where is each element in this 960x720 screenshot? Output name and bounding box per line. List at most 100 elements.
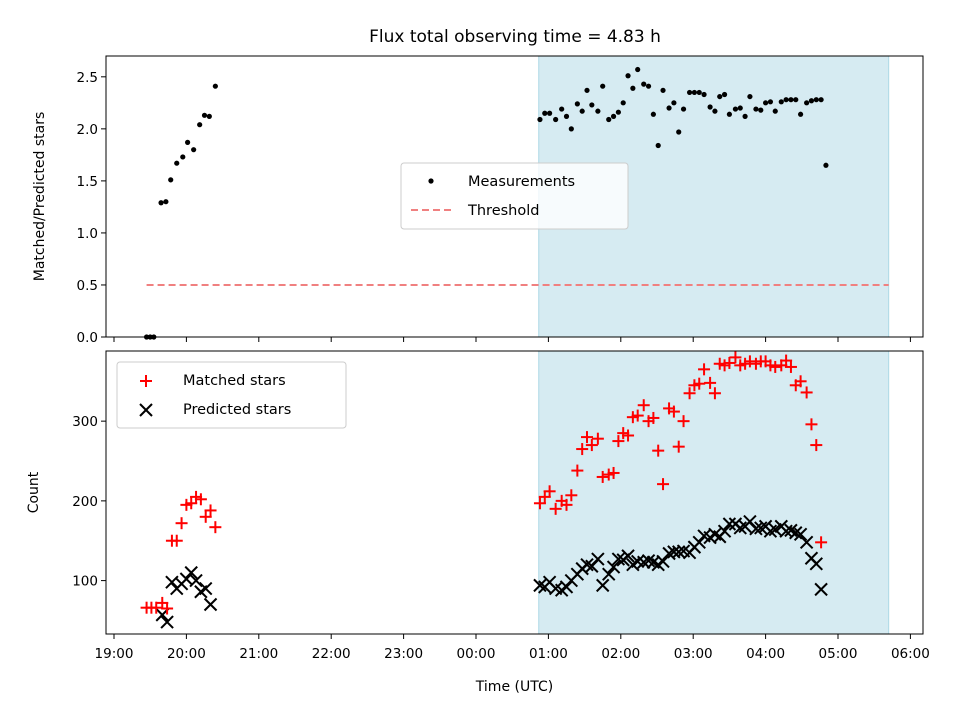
matched-star-point	[571, 464, 584, 477]
matched-star-point	[585, 439, 598, 452]
measurement-point	[808, 98, 815, 104]
measurement-point	[712, 108, 718, 114]
legend-matched-marker	[140, 375, 152, 387]
x-tick-label: 00:00	[457, 646, 496, 662]
measurement-point	[747, 93, 753, 100]
predicted-star-point	[559, 580, 574, 594]
top-ytick-label: 1.5	[77, 174, 98, 190]
measurement-point	[804, 100, 810, 106]
matched-star-point	[581, 431, 594, 444]
matched-star-point	[677, 415, 690, 428]
matched-star-point	[199, 510, 212, 523]
measurement-point	[758, 107, 764, 113]
top-panel: 0.0 0.5 1.0 1.5 2.0 2.5 Matched/Predicted sta…	[32, 55, 924, 346]
measurement-point	[701, 91, 707, 98]
legend-threshold-label: Threshold	[467, 203, 539, 219]
predicted-star-point	[656, 554, 670, 569]
measurement-point	[547, 110, 553, 116]
measurement-point	[589, 102, 595, 108]
measurement-point	[726, 111, 733, 117]
top-ytick-label: 1.0	[77, 226, 98, 242]
measurement-point	[788, 97, 794, 103]
matched-star-point	[784, 360, 797, 373]
predicted-star-point	[203, 597, 218, 612]
matched-star-point	[607, 466, 620, 479]
matched-star-point	[637, 399, 650, 412]
predicted-star-point	[198, 581, 213, 596]
matched-star-point	[647, 411, 660, 424]
measurement-point	[686, 89, 693, 96]
matched-star-point	[723, 356, 736, 369]
legend-predicted-marker	[139, 403, 153, 417]
measurement-point	[767, 99, 774, 105]
matched-star-point	[622, 429, 635, 442]
legend-predicted-label: Predicted stars	[183, 402, 291, 418]
measurement-point	[742, 113, 748, 119]
measurement-point	[584, 87, 590, 93]
measurement-point	[641, 81, 647, 87]
matched-star-point	[631, 409, 644, 422]
bottom-ytick-label: 300	[72, 414, 98, 430]
predicted-star-point	[789, 526, 803, 540]
measurement-point	[696, 89, 702, 96]
legend-measurements-marker	[428, 178, 434, 184]
x-tick-label: 20:00	[167, 646, 206, 662]
matched-star-point	[543, 485, 556, 498]
x-tick-label: 03:00	[674, 646, 713, 662]
x-tick-label: 22:00	[312, 646, 351, 662]
predicted-star-point	[591, 552, 605, 566]
predicted-star-point	[641, 553, 656, 568]
measurement-point	[185, 139, 191, 145]
matched-star-point	[743, 355, 756, 368]
matched-star-point	[533, 497, 546, 510]
x-tick-label: 23:00	[384, 646, 423, 662]
measurement-point	[606, 116, 612, 123]
matched-star-point	[708, 387, 721, 400]
x-tick-label: 05:00	[819, 646, 858, 662]
measurement-point	[823, 162, 829, 168]
matched-star-point	[591, 432, 604, 445]
bottom-ytick-label: 200	[72, 494, 98, 510]
predicted-star-point	[533, 578, 547, 593]
measurement-point	[595, 108, 601, 114]
measurement-point	[600, 83, 606, 89]
x-axis-label: Time (UTC)	[475, 679, 553, 695]
measurement-point	[753, 106, 759, 112]
matched-star-point	[185, 497, 198, 510]
predicted-star-point	[637, 555, 651, 569]
measurement-point	[620, 100, 626, 106]
measurement-point	[168, 177, 174, 183]
bottom-ytick-label: 100	[72, 574, 98, 590]
measurement-point	[721, 91, 728, 98]
measurement-point	[650, 111, 656, 117]
measurement-point	[615, 109, 621, 115]
predicted-star-point	[793, 527, 808, 542]
legend-matched-label: Matched stars	[183, 373, 286, 389]
matched-star-point	[683, 387, 696, 400]
measurement-point	[818, 97, 824, 103]
measurement-point	[717, 93, 723, 100]
matched-star-point	[780, 354, 793, 367]
measurement-point	[180, 154, 186, 160]
measurement-point	[197, 122, 203, 128]
measurement-point	[732, 106, 739, 112]
matched-star-point	[810, 439, 823, 452]
matched-star-point	[794, 375, 807, 388]
matched-star-point	[161, 602, 174, 615]
predicted-star-point	[722, 517, 737, 531]
measurement-point	[813, 97, 819, 103]
top-ytick-label: 0.5	[77, 278, 98, 294]
predicted-star-point	[621, 549, 635, 563]
matched-star-point	[209, 521, 222, 534]
matched-star-point	[560, 498, 573, 511]
predicted-star-point	[606, 560, 621, 574]
x-tick-label: 06:00	[891, 646, 930, 662]
bottom-legend: Matched stars Predicted stars	[116, 361, 347, 429]
measurement-point	[163, 199, 169, 205]
measurement-point	[559, 106, 565, 112]
matched-star-point	[549, 502, 562, 515]
matched-star-point	[769, 360, 782, 373]
bottom-panel: 100 200 300 19:00 20:00 21:00 22:00 23:00 00:00…	[26, 350, 930, 695]
measurement-point	[158, 200, 164, 206]
